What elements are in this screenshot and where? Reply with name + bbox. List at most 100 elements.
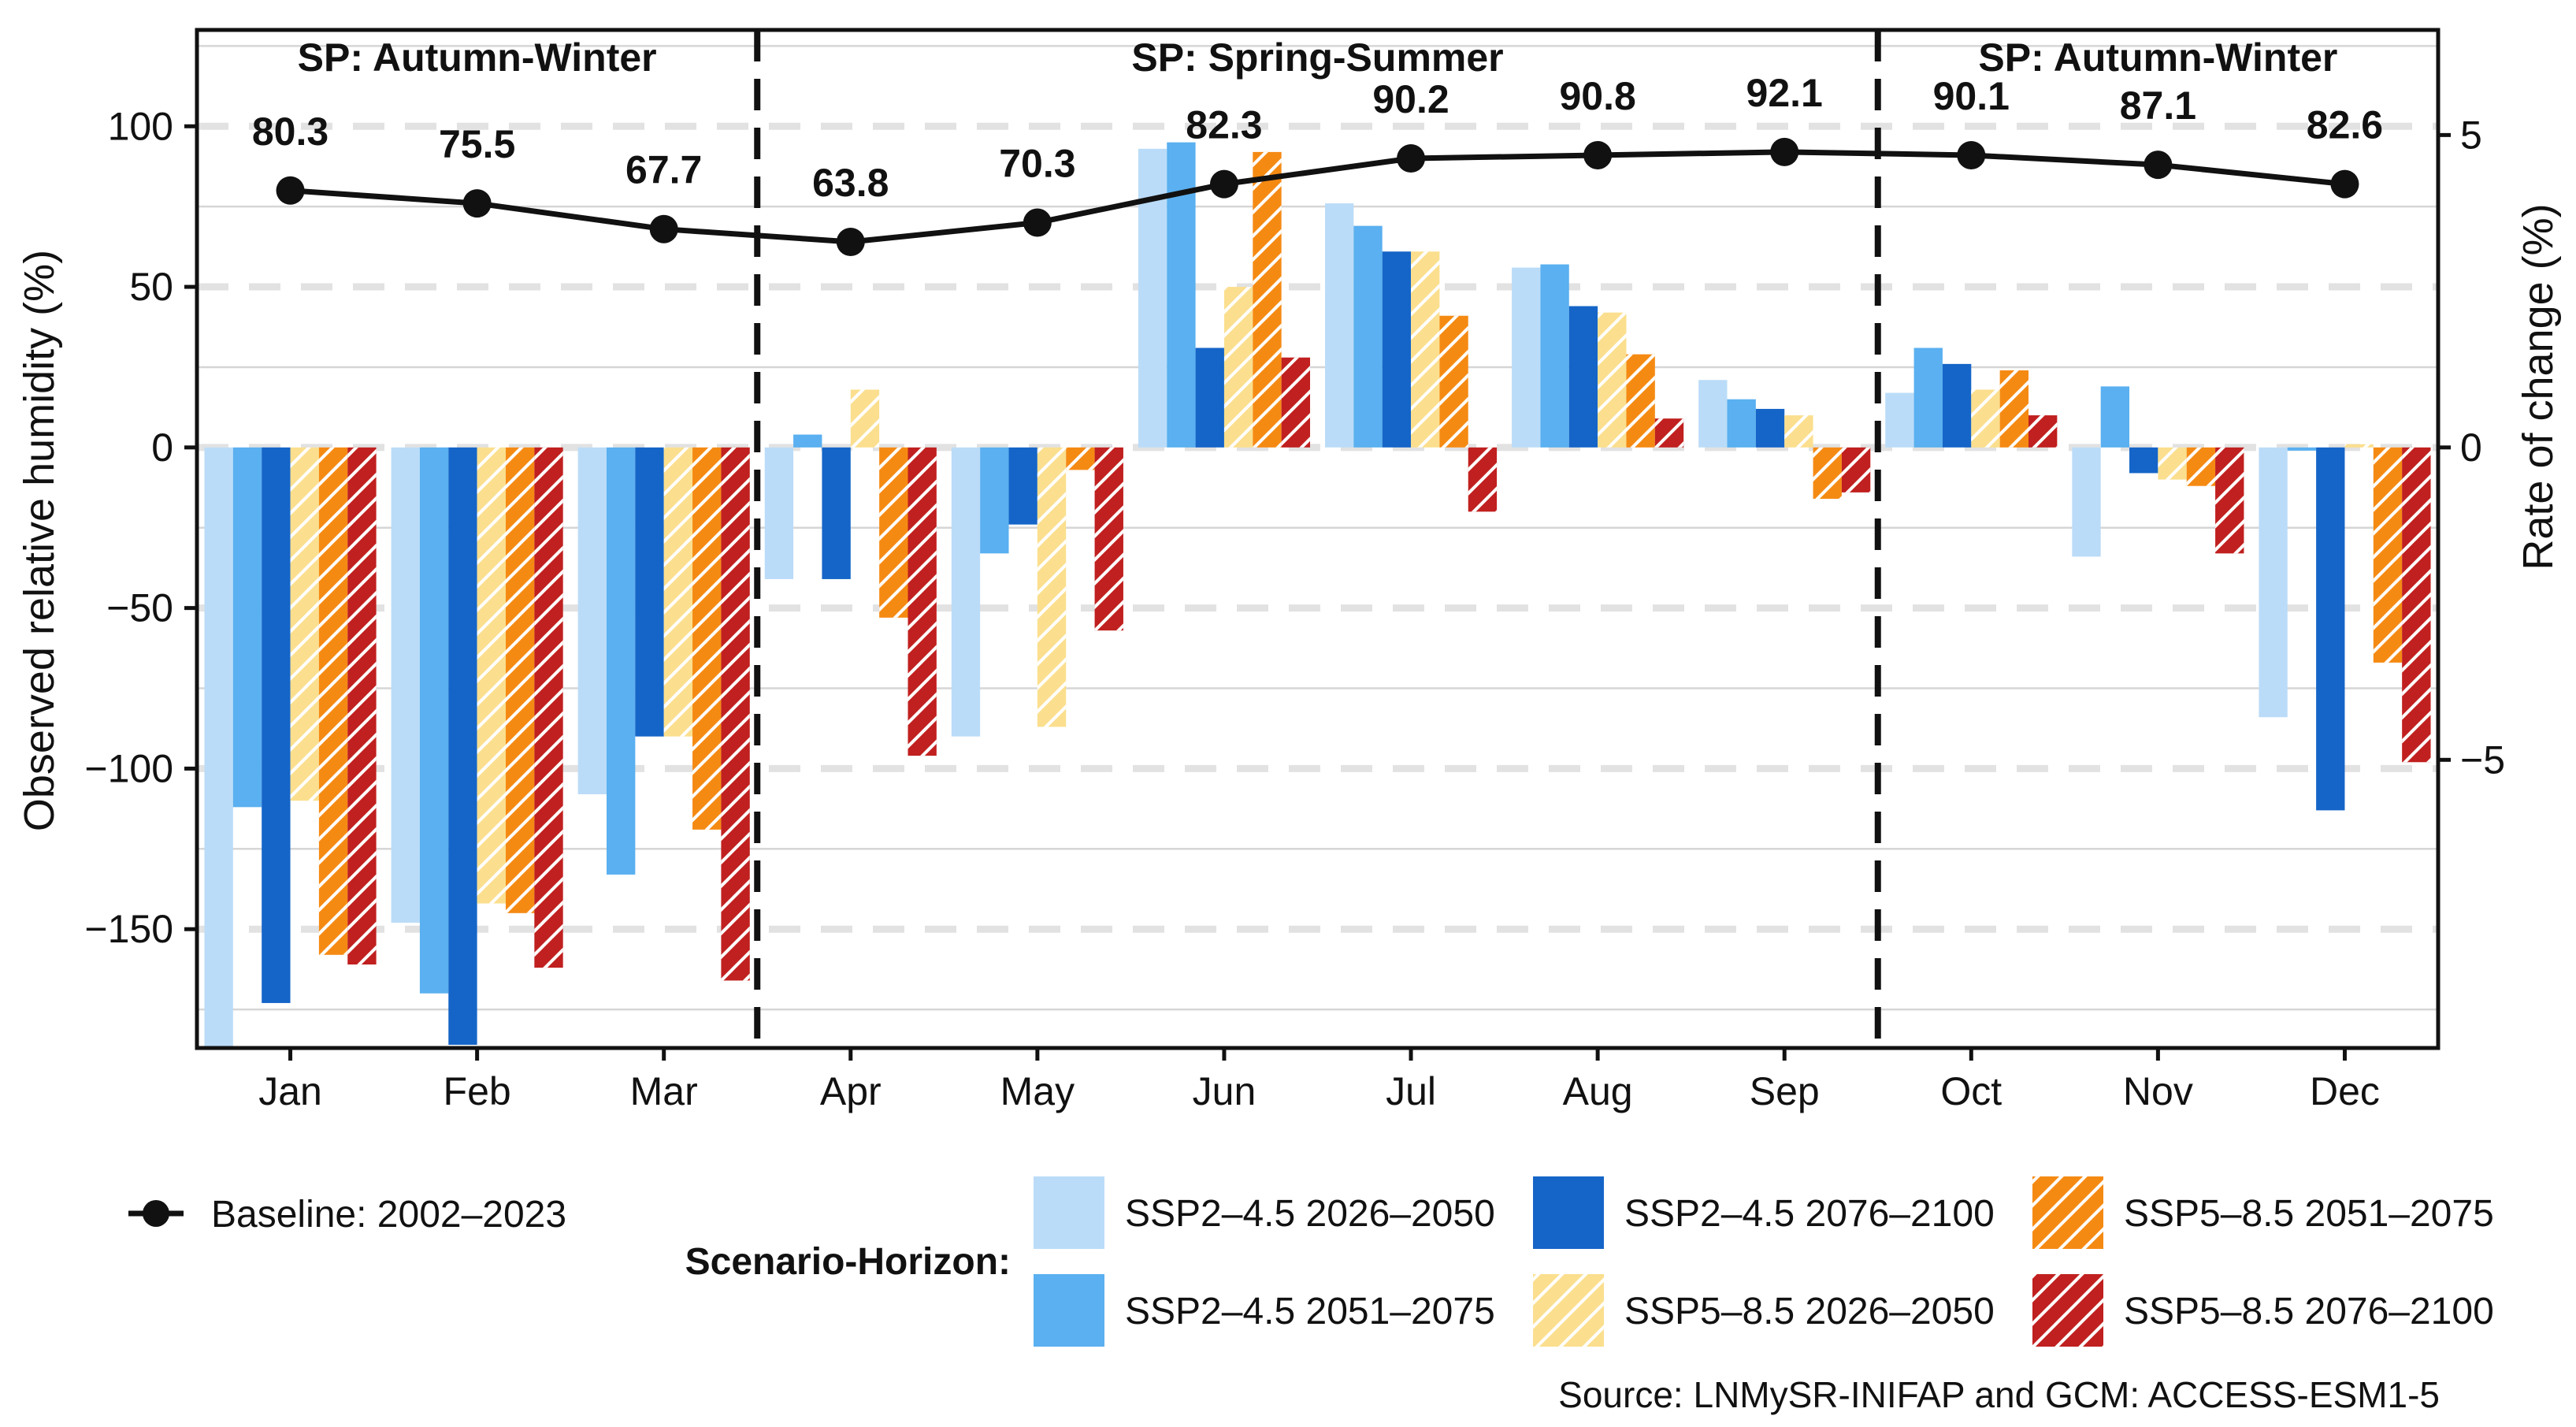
bar-hatch — [1598, 312, 1627, 448]
bar — [2259, 447, 2288, 718]
legend-baseline-marker — [143, 1200, 169, 1227]
legend-item-label: SSP5–8.5 2051–2075 — [2124, 1193, 2494, 1235]
baseline-value-label: 82.3 — [1186, 103, 1262, 147]
baseline-point — [2330, 169, 2359, 199]
legend-swatch — [1533, 1176, 1604, 1249]
x-tick-label: Feb — [444, 1069, 511, 1113]
baseline-point — [1583, 140, 1613, 169]
bar — [1008, 447, 1037, 525]
bar-hatch — [477, 447, 506, 904]
bar-hatch — [2402, 447, 2431, 763]
bar — [635, 447, 664, 737]
bar-hatch — [1841, 447, 1871, 492]
bar — [262, 447, 291, 1003]
baseline-value-label: 90.8 — [1559, 74, 1635, 118]
baseline-value-label: 80.3 — [252, 110, 328, 154]
legend-swatch-hatch — [1533, 1274, 1604, 1347]
bar — [2072, 447, 2101, 557]
bar-hatch — [505, 447, 535, 913]
baseline-point — [1397, 144, 1426, 173]
baseline-line — [290, 149, 2345, 245]
x-tick-label: May — [1000, 1069, 1075, 1113]
x-tick-label: Apr — [820, 1069, 882, 1113]
bar — [448, 447, 477, 1045]
legend-item-label: SSP5–8.5 2026–2050 — [1624, 1291, 1995, 1332]
bar — [1195, 347, 1224, 448]
bar — [2129, 447, 2158, 474]
bar-hatch — [1094, 447, 1123, 631]
bar-hatch — [721, 447, 750, 981]
season-label: SP: Autumn-Winter — [1978, 35, 2337, 80]
bar-hatch — [1411, 251, 1440, 448]
bar — [204, 447, 233, 1048]
baseline-point — [836, 227, 865, 256]
bar — [822, 447, 851, 579]
baseline-value-label: 90.2 — [1372, 77, 1449, 121]
y-right-axis-title: Rate of change (%) — [2515, 203, 2562, 570]
y-right-tick-label: 5 — [2460, 113, 2482, 157]
bar-hatch — [1223, 287, 1253, 448]
bar — [1512, 267, 1541, 448]
bar-hatch — [1066, 447, 1095, 470]
bar — [951, 447, 981, 737]
bar — [419, 447, 449, 994]
bar — [1382, 251, 1412, 448]
baseline-value-label: 75.5 — [439, 122, 515, 166]
baseline-value-label: 63.8 — [812, 161, 889, 205]
legend-baseline-label: Baseline: 2002–2023 — [211, 1194, 566, 1236]
x-tick-label: Aug — [1563, 1069, 1633, 1113]
x-tick-label: Oct — [1940, 1069, 2002, 1113]
bar — [1913, 347, 1943, 448]
baseline-point — [1023, 208, 1052, 237]
bar-hatch — [347, 447, 377, 965]
bar — [764, 447, 794, 579]
season-label: SP: Autumn-Winter — [298, 35, 657, 80]
bar-hatch — [1253, 151, 1282, 448]
baseline-value-labels: 80.3 75.5 67.7 63.8 70.3 82.3 90.2 90.8 92.1 90.1… — [252, 71, 2383, 205]
bar — [980, 447, 1009, 554]
bar-hatch — [2215, 447, 2244, 554]
x-tick-label: Mar — [630, 1069, 698, 1113]
y-left-tick-label: 50 — [129, 265, 173, 309]
baseline-value-label: 92.1 — [1746, 71, 1823, 115]
bar — [577, 447, 607, 795]
season-labels: SP: Autumn-Winter SP: Spring-Summer SP: Au… — [298, 35, 2338, 80]
bar-hatch — [1439, 315, 1468, 448]
bar-hatch — [2028, 415, 2058, 448]
x-tick-label: Jun — [1193, 1069, 1256, 1113]
legend-swatch-hatch — [2032, 1274, 2103, 1347]
baseline-value-label: 67.7 — [625, 148, 702, 192]
bar-hatch — [692, 447, 722, 830]
legend: Baseline: 2002–2023 Scenario-Horizon: SS… — [128, 1176, 2494, 1347]
bars — [204, 142, 2431, 1048]
baseline-point — [2144, 151, 2173, 180]
bar-hatch — [2158, 447, 2187, 480]
bar-hatch — [2373, 447, 2403, 663]
legend-item-label: SSP2–4.5 2026–2050 — [1125, 1193, 1495, 1235]
bar-hatch — [1654, 418, 1684, 448]
bar-hatch — [2186, 447, 2216, 486]
baseline-point — [1957, 140, 1986, 169]
bar — [1138, 148, 1167, 448]
x-tick-label: Jul — [1386, 1069, 1436, 1113]
bar — [391, 447, 420, 923]
bar-hatch — [663, 447, 693, 737]
bar — [1324, 203, 1354, 448]
x-tick-label: Jan — [258, 1069, 322, 1113]
baseline-point — [276, 176, 305, 205]
baseline-value-label: 90.1 — [1933, 74, 2010, 118]
bar — [1942, 363, 1972, 448]
x-tick-label: Nov — [2123, 1069, 2193, 1113]
legend-item-label: SSP2–4.5 2051–2075 — [1125, 1291, 1495, 1332]
baseline-point — [462, 189, 492, 218]
baseline-point — [1209, 169, 1238, 199]
y-left-tick-label: −50 — [106, 586, 173, 630]
bar-hatch — [850, 389, 880, 448]
legend-swatch-hatch — [2032, 1176, 2103, 1249]
legend-item-label: SSP2–4.5 2076–2100 — [1624, 1193, 1995, 1235]
bar — [1568, 306, 1598, 448]
baseline-series — [276, 137, 2359, 256]
bar — [1755, 408, 1785, 448]
baseline-point — [649, 214, 678, 243]
